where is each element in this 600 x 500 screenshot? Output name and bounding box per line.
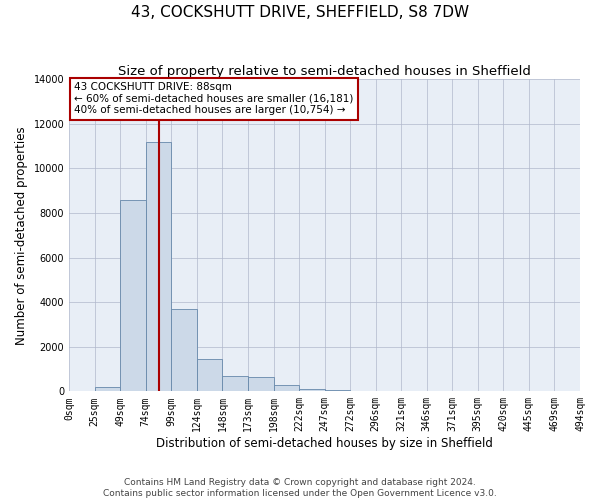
Text: Contains HM Land Registry data © Crown copyright and database right 2024.
Contai: Contains HM Land Registry data © Crown c… [103, 478, 497, 498]
Bar [146, 142, 172, 392]
Y-axis label: Number of semi-detached properties: Number of semi-detached properties [15, 126, 28, 344]
Bar [299, 389, 325, 392]
Bar [248, 377, 274, 392]
Title: Size of property relative to semi-detached houses in Sheffield: Size of property relative to semi-detach… [118, 65, 531, 78]
Bar [172, 309, 197, 392]
Bar [223, 376, 248, 392]
X-axis label: Distribution of semi-detached houses by size in Sheffield: Distribution of semi-detached houses by … [156, 437, 493, 450]
Bar [325, 390, 350, 392]
Text: 43 COCKSHUTT DRIVE: 88sqm
← 60% of semi-detached houses are smaller (16,181)
40%: 43 COCKSHUTT DRIVE: 88sqm ← 60% of semi-… [74, 82, 353, 116]
Bar [197, 359, 223, 392]
Bar [120, 200, 146, 392]
Text: 43, COCKSHUTT DRIVE, SHEFFIELD, S8 7DW: 43, COCKSHUTT DRIVE, SHEFFIELD, S8 7DW [131, 5, 469, 20]
Bar [95, 387, 120, 392]
Bar [274, 384, 299, 392]
